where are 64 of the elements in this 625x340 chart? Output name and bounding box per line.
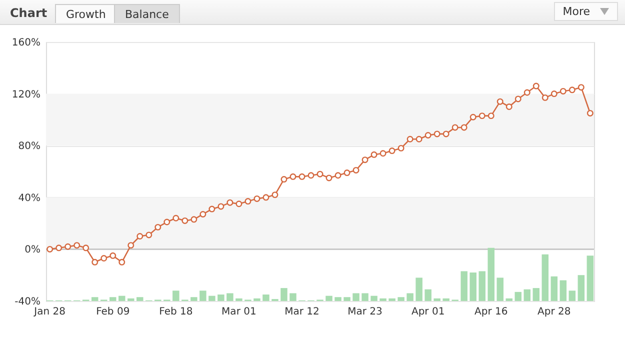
bar (280, 288, 288, 301)
bar (344, 297, 350, 301)
bar (550, 276, 558, 301)
bar (398, 297, 404, 301)
bar (352, 293, 360, 301)
bar (326, 296, 332, 301)
y-tick-label: 80% (18, 141, 40, 152)
bar (460, 271, 468, 301)
bar (388, 298, 396, 301)
bar (226, 293, 234, 301)
y-tick-label: 0% (24, 244, 40, 256)
text: Balance (114, 4, 180, 23)
bar (172, 290, 180, 301)
x-tick-label: Apr 01 (411, 306, 445, 318)
x-tick-label: Mar 12 (284, 306, 320, 318)
bar (442, 298, 450, 301)
text: More (562, 5, 590, 18)
bar (514, 292, 522, 301)
y-tick-label: -40% (14, 296, 40, 308)
bar (128, 298, 134, 301)
x-tick-label: Mar 01 (222, 306, 256, 318)
bar (190, 297, 198, 301)
bar (586, 256, 594, 301)
bar (362, 293, 368, 301)
bar (218, 294, 224, 301)
bar (524, 289, 531, 301)
bar (118, 296, 126, 301)
bar (200, 290, 206, 301)
bar (560, 280, 567, 301)
y-tick-label: 160% (12, 38, 40, 48)
bar (542, 254, 549, 301)
y-tick-label: 40% (18, 192, 40, 204)
bar (370, 296, 378, 301)
bar (478, 271, 486, 301)
bar (380, 298, 386, 301)
bar (416, 278, 422, 301)
bar (568, 290, 576, 301)
bar (334, 297, 342, 301)
bar (262, 294, 270, 301)
bar (496, 278, 504, 301)
bar (290, 293, 296, 301)
chart-title: Chart (10, 6, 48, 20)
x-tick-label: Apr 28 (538, 306, 571, 318)
bar (91, 297, 98, 301)
bar (406, 293, 414, 301)
y-tick-label: 120% (12, 89, 40, 100)
bar (470, 272, 476, 301)
bar (208, 296, 216, 301)
bar (532, 288, 540, 301)
bar (109, 297, 116, 301)
bar (578, 275, 585, 301)
x-tick-label: Jan 28 (33, 306, 66, 318)
bar (136, 297, 144, 301)
bar (236, 298, 242, 301)
bar (254, 298, 260, 301)
bar (434, 298, 440, 301)
bar (424, 289, 432, 301)
text: Growth (55, 4, 117, 23)
x-tick-label: Feb 18 (159, 306, 193, 318)
bar (488, 248, 494, 301)
bar (506, 298, 512, 301)
x-tick-label: Apr 16 (474, 306, 508, 318)
x-tick-label: Mar 23 (348, 306, 382, 318)
x-tick-label: Feb 09 (96, 306, 130, 318)
